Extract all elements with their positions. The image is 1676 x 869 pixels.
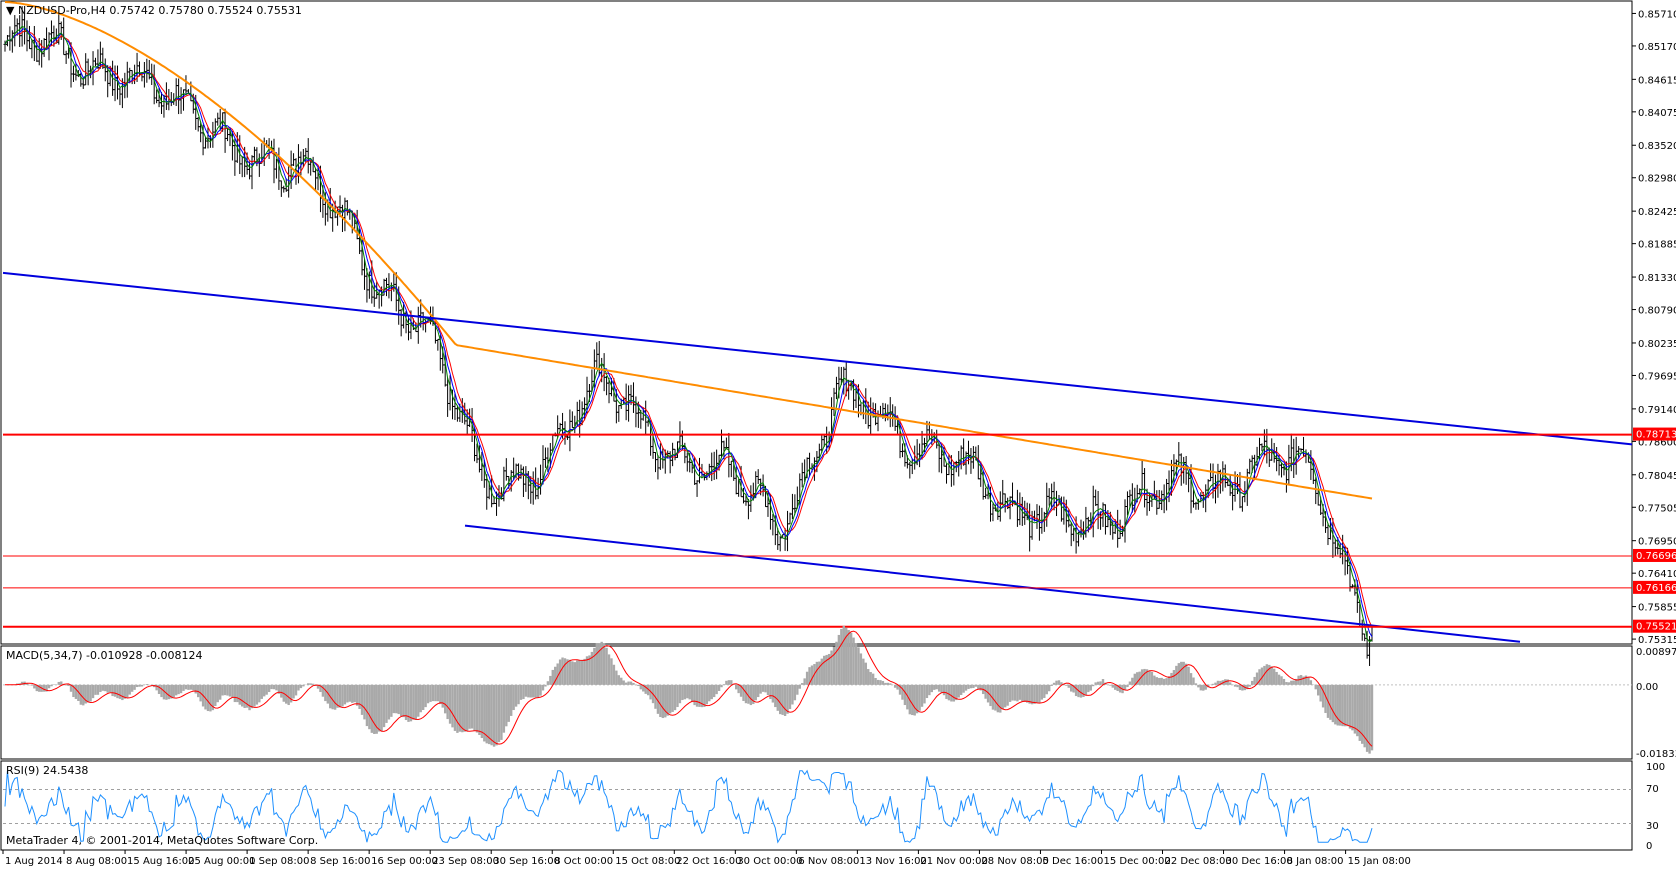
price-level-tag-label: 0.78713 [1636, 430, 1676, 441]
rsi-line [4, 769, 1373, 844]
price-tick-label: 0.76410 [1638, 569, 1676, 580]
ma-red-line [4, 30, 1373, 628]
macd-plot-area [3, 625, 1632, 754]
chart-menu-icon[interactable]: ▼ [6, 4, 15, 17]
price-level-tag-label: 0.76696 [1636, 551, 1676, 562]
price-tick-label: 0.82425 [1638, 207, 1676, 218]
time-tick-label: 30 Dec 16:00 [1226, 856, 1293, 867]
price-tick-label: 0.79140 [1638, 405, 1676, 416]
ma-blue-line [4, 27, 1373, 638]
time-tick-label: 30 Oct 00:00 [737, 856, 802, 867]
price-tick-label: 0.75855 [1638, 603, 1676, 614]
macd-header: MACD(5,34,7) -0.010928 -0.008124 [6, 649, 202, 662]
price-level-tag [1633, 619, 1676, 633]
time-tick-label: 25 Aug 00:00 [188, 856, 255, 867]
rsi-axis-100: 100 [1646, 762, 1665, 773]
ma-green-line [4, 25, 1373, 643]
time-tick-label: 15 Oct 08:00 [615, 856, 680, 867]
time-tick-label: 5 Dec 16:00 [1042, 856, 1103, 867]
price-tick-label: 0.85710 [1638, 9, 1676, 20]
price-level-tags: 0.78713 0.76696 0.76166 0.75521 [1633, 427, 1676, 633]
time-tick-label: 22 Oct 16:00 [676, 856, 741, 867]
price-tick-label: 0.84615 [1638, 75, 1676, 86]
time-tick-label: 15 Aug 16:00 [127, 856, 194, 867]
time-tick-label: 8 Oct 00:00 [554, 856, 613, 867]
time-tick-label: 21 Nov 00:00 [920, 856, 987, 867]
rsi-plot-area [3, 769, 1632, 844]
macd-signal-line [5, 630, 1373, 747]
time-tick-label: 8 Aug 08:00 [66, 856, 127, 867]
time-tick-label: 6 Nov 08:00 [798, 856, 859, 867]
price-tick-label: 0.80235 [1638, 339, 1676, 350]
price-tick-label: 0.81885 [1638, 240, 1676, 251]
price-tick-label: 0.81330 [1638, 273, 1676, 284]
price-tick-label: 0.82980 [1638, 174, 1676, 185]
main-header: NZDUSD-Pro,H4 0.75742 0.75780 0.75524 0.… [18, 4, 302, 17]
channel-upper-line [2, 271, 1633, 446]
copyright-text: MetaTrader 4, © 2001-2014, MetaQuotes So… [6, 834, 318, 847]
price-tick-label: 0.83520 [1638, 141, 1676, 152]
time-tick-label: 30 Sep 16:00 [493, 856, 560, 867]
macd-axis-zero: 0.00 [1636, 682, 1658, 693]
price-level-tag-label: 0.75521 [1636, 622, 1676, 633]
channel-lower-line [464, 524, 1521, 643]
time-tick-label: 28 Nov 08:00 [981, 856, 1048, 867]
macd-axis-bottom: -0.018338 [1636, 749, 1676, 760]
time-tick-label: 1 Sep 08:00 [249, 856, 309, 867]
time-tick-label: 1 Aug 2014 [5, 856, 63, 867]
time-tick-label: 22 Dec 08:00 [1165, 856, 1232, 867]
time-tick-label: 16 Sep 00:00 [371, 856, 438, 867]
time-tick-label: 15 Jan 08:00 [1348, 856, 1411, 867]
price-plot-area [2, 1, 1633, 666]
rsi-axis-70: 70 [1646, 784, 1659, 795]
price-level-tag [1633, 427, 1676, 441]
price-tick-label: 0.79695 [1638, 371, 1676, 382]
ma-long-orange-line [4, 1, 1373, 500]
rsi-header: RSI(9) 24.5438 [6, 764, 88, 777]
time-tick-label: 8 Sep 16:00 [310, 856, 370, 867]
price-tick-label: 0.78045 [1638, 471, 1676, 482]
price-level-tag [1633, 548, 1676, 562]
price-level-tag [1633, 580, 1676, 594]
rsi-axis-0: 0 [1646, 841, 1652, 852]
price-tick-label: 0.76950 [1638, 537, 1676, 548]
time-tick-label: 8 Jan 08:00 [1287, 856, 1344, 867]
price-tick-label: 0.80790 [1638, 306, 1676, 317]
price-level-tag-label: 0.76166 [1636, 583, 1676, 594]
time-tick-label: 23 Sep 08:00 [432, 856, 499, 867]
time-tick-label: 13 Nov 16:00 [859, 856, 926, 867]
price-tick-label: 0.84075 [1638, 108, 1676, 119]
price-tick-label: 0.75315 [1638, 635, 1676, 646]
rsi-axis-30: 30 [1646, 821, 1659, 832]
price-tick-label: 0.77505 [1638, 503, 1676, 514]
price-tick-label: 0.78600 [1638, 437, 1676, 448]
price-axis: 0.85710 0.85170 0.84615 0.84075 0.83520 0.829… [1632, 9, 1676, 646]
price-tick-label: 0.85170 [1638, 42, 1676, 53]
main-chart-frame[interactable] [0, 0, 1633, 645]
time-tick-label: 15 Dec 00:00 [1103, 856, 1170, 867]
macd-axis-top: 0.008976 [1636, 647, 1676, 658]
